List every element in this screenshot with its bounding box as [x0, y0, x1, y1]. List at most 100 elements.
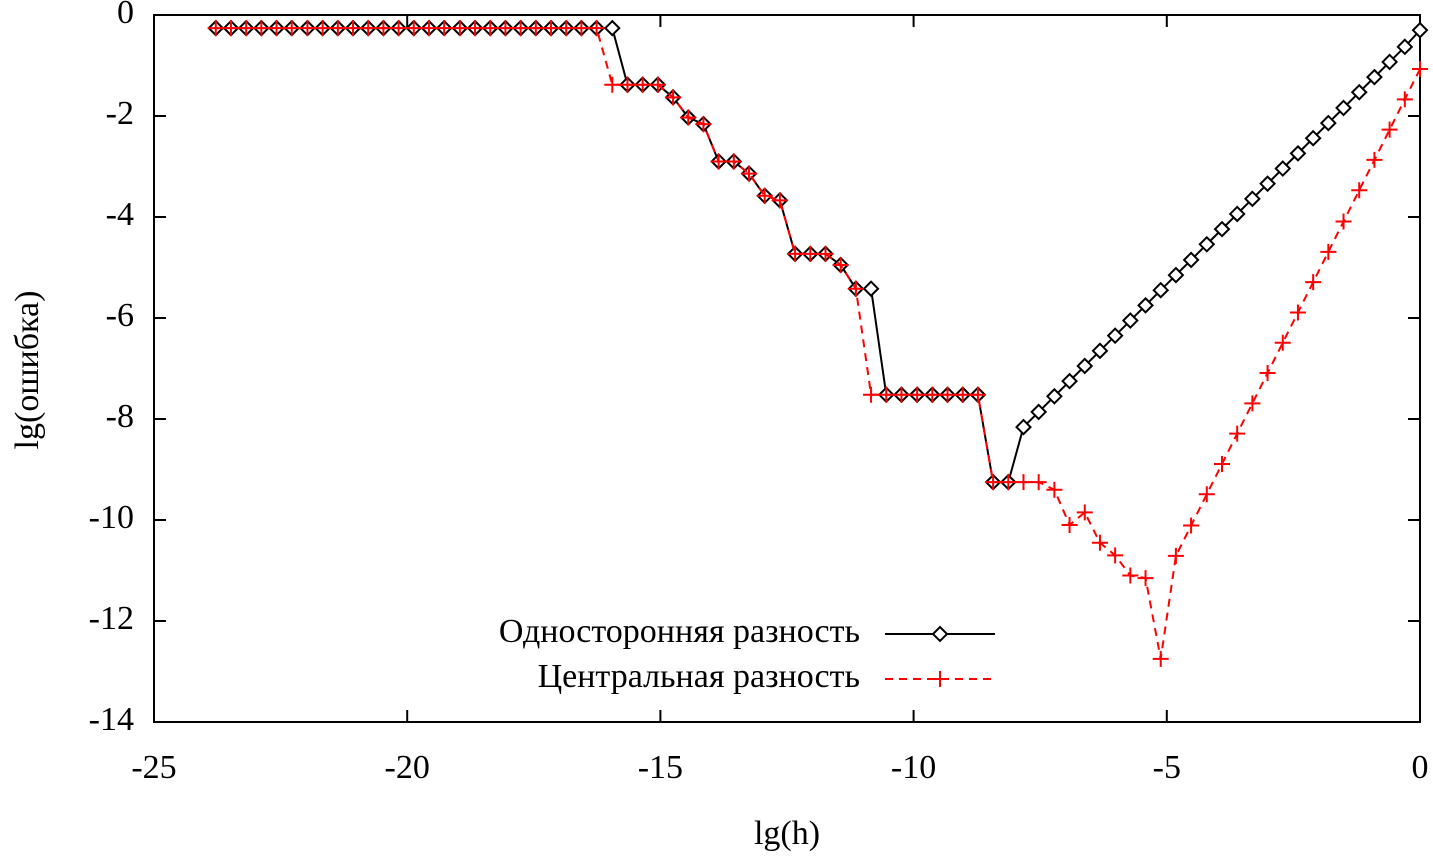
point: [573, 20, 590, 37]
point: [1335, 99, 1352, 117]
point: [1152, 281, 1170, 299]
point: [939, 386, 956, 403]
point: [725, 153, 742, 170]
point: [1213, 220, 1231, 238]
point: [847, 280, 864, 297]
point: [1137, 570, 1154, 587]
point: [817, 245, 834, 262]
point: [1015, 418, 1032, 436]
point: [1061, 517, 1078, 534]
point: [1274, 334, 1291, 351]
point: [299, 20, 316, 37]
point: [436, 20, 453, 37]
y-tick-label: -2: [106, 95, 134, 132]
point: [1198, 486, 1215, 503]
point: [497, 20, 514, 37]
y-tick-label: -12: [89, 600, 134, 637]
point: [1229, 425, 1246, 442]
point: [924, 386, 941, 403]
point: [603, 19, 621, 37]
point: [1182, 251, 1200, 269]
point: [787, 245, 804, 262]
point: [1381, 53, 1399, 71]
point: [634, 76, 651, 93]
point: [1091, 342, 1109, 360]
x-tick-label: -15: [638, 749, 683, 786]
y-tick-label: -10: [89, 499, 134, 536]
point: [375, 20, 392, 37]
series-line: [215, 27, 1421, 660]
point: [329, 20, 346, 37]
point: [1396, 91, 1413, 108]
y-axis-label: lg(ошибка): [9, 291, 46, 450]
point: [1259, 175, 1276, 193]
point: [253, 20, 270, 37]
point: [1243, 190, 1261, 208]
point: [954, 386, 971, 403]
point: [862, 280, 880, 298]
point: [268, 20, 285, 37]
point: [1167, 547, 1184, 564]
y-tick-label: -4: [106, 196, 134, 233]
point: [985, 474, 1002, 491]
point: [1046, 481, 1063, 498]
y-tick-label: 0: [117, 0, 134, 31]
point: [756, 187, 773, 204]
point: [649, 76, 666, 93]
point: [451, 20, 468, 37]
point: [1076, 504, 1093, 521]
point: [741, 165, 758, 182]
plot-frame: [153, 14, 1421, 723]
point: [1289, 304, 1306, 321]
point: [1015, 474, 1032, 491]
point: [1411, 21, 1429, 39]
point: [1305, 274, 1322, 291]
point: [1228, 205, 1246, 223]
point: [1259, 365, 1276, 382]
point: [863, 386, 880, 403]
point: [1167, 266, 1185, 284]
point: [665, 89, 682, 106]
y-tick-label: -8: [106, 398, 134, 435]
point: [1396, 38, 1414, 56]
series-line: [215, 27, 1421, 484]
point: [604, 76, 621, 93]
point: [695, 116, 712, 133]
point: [1137, 296, 1154, 314]
point: [482, 20, 499, 37]
point: [1289, 144, 1307, 162]
point: [543, 20, 560, 37]
x-tick-label: -20: [385, 749, 430, 786]
point: [909, 386, 926, 403]
point: [1183, 517, 1200, 534]
point: [222, 20, 239, 37]
point: [878, 386, 895, 403]
point: [588, 20, 605, 37]
point: [710, 153, 727, 170]
point: [1106, 327, 1124, 345]
point: [619, 76, 636, 93]
point: [345, 20, 362, 37]
legend-marker: [932, 671, 948, 687]
x-tick-label: -10: [891, 749, 936, 786]
point: [207, 20, 224, 37]
point: [1335, 213, 1352, 230]
point: [314, 20, 331, 37]
point: [1381, 121, 1398, 138]
point: [1122, 567, 1139, 584]
point: [969, 386, 986, 403]
point: [1061, 372, 1078, 390]
point: [1244, 395, 1261, 412]
point: [680, 109, 697, 126]
point: [1000, 474, 1017, 491]
point: [1045, 387, 1063, 405]
x-tick-label: -25: [131, 749, 176, 786]
legend-marker: [931, 625, 949, 643]
legend-label: Односторонняя разность: [499, 613, 860, 650]
point: [802, 245, 819, 262]
x-axis-label: lg(h): [754, 815, 820, 852]
point: [1076, 357, 1094, 375]
point: [1351, 182, 1368, 199]
point: [1320, 243, 1337, 260]
